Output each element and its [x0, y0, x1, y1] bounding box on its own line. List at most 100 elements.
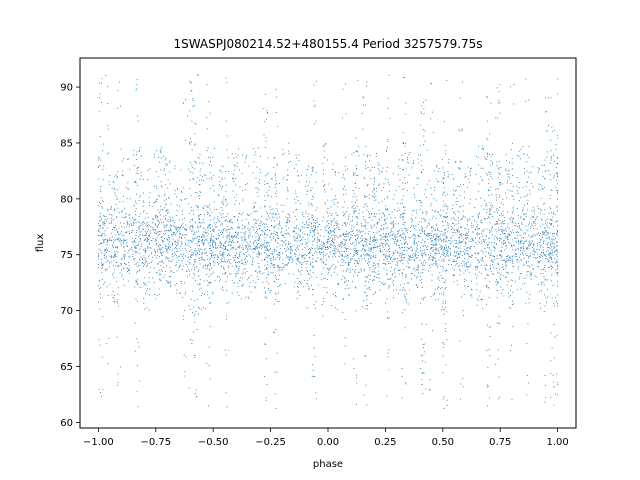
data-point: [167, 281, 169, 283]
data-point: [160, 248, 162, 250]
data-point: [404, 294, 406, 296]
data-point: [161, 246, 163, 248]
data-point: [360, 230, 362, 232]
data-point: [401, 272, 403, 274]
data-point: [287, 232, 289, 234]
data-point: [230, 273, 232, 275]
data-point: [323, 185, 325, 187]
data-point: [198, 239, 199, 241]
data-point: [281, 235, 283, 237]
data-point: [454, 255, 456, 257]
data-point: [166, 238, 168, 240]
data-point: [557, 163, 559, 165]
data-point: [242, 248, 244, 250]
data-point: [139, 196, 141, 198]
data-point: [408, 266, 410, 268]
data-point: [300, 282, 302, 284]
data-point: [278, 266, 280, 268]
data-point: [255, 236, 257, 238]
data-point: [342, 234, 344, 235]
data-point: [532, 207, 534, 209]
data-point: [416, 277, 418, 279]
data-point: [360, 223, 362, 225]
data-point: [452, 193, 454, 195]
data-point: [173, 234, 175, 236]
data-point: [158, 244, 160, 246]
data-point: [278, 238, 280, 239]
data-point: [259, 227, 261, 229]
data-point: [506, 182, 508, 184]
data-point: [198, 307, 200, 309]
data-point: [410, 237, 412, 239]
data-point: [502, 232, 504, 234]
data-point: [220, 261, 222, 263]
data-point: [452, 258, 454, 260]
data-point: [518, 150, 520, 152]
data-point: [159, 243, 161, 245]
data-point: [278, 183, 280, 184]
data-point: [467, 254, 469, 256]
data-point: [199, 195, 201, 197]
data-point: [309, 263, 311, 265]
data-point: [121, 226, 123, 228]
data-point: [155, 232, 157, 234]
data-point: [451, 240, 453, 242]
data-point: [548, 212, 550, 214]
data-point: [259, 223, 261, 224]
data-point: [374, 244, 375, 246]
data-point: [509, 306, 511, 308]
data-point: [417, 223, 419, 225]
data-point: [225, 199, 227, 201]
data-point: [415, 253, 417, 255]
data-point: [168, 196, 169, 198]
data-point: [163, 215, 165, 217]
data-point: [416, 285, 418, 287]
data-point: [277, 270, 279, 272]
data-point: [331, 235, 333, 237]
data-point: [413, 162, 415, 164]
data-point: [271, 214, 273, 215]
data-point: [194, 274, 195, 276]
data-point: [391, 211, 393, 213]
data-point: [128, 230, 130, 232]
data-point: [444, 248, 445, 250]
data-point: [383, 224, 385, 226]
data-point: [281, 233, 283, 235]
data-point: [342, 234, 344, 236]
data-point: [98, 248, 100, 250]
data-point: [190, 249, 192, 251]
data-point: [312, 261, 313, 263]
data-point: [139, 178, 141, 180]
data-point: [477, 157, 479, 159]
data-point: [167, 218, 169, 220]
data-point: [456, 242, 458, 244]
data-point: [143, 250, 145, 252]
data-point: [229, 241, 231, 243]
data-point: [374, 199, 376, 201]
data-point: [350, 237, 352, 239]
data-point: [387, 240, 389, 242]
data-point: [486, 153, 488, 155]
data-point: [290, 247, 291, 248]
data-point: [477, 252, 479, 254]
data-point: [161, 185, 162, 187]
data-point: [438, 250, 440, 252]
data-point: [545, 230, 547, 232]
data-point: [365, 240, 366, 242]
data-point: [389, 247, 391, 249]
data-point: [544, 294, 546, 296]
data-point: [253, 210, 255, 212]
data-point: [263, 247, 265, 249]
data-point: [167, 212, 169, 214]
data-point: [432, 244, 434, 246]
data-point: [382, 263, 384, 264]
data-point: [515, 249, 516, 251]
data-point: [251, 226, 253, 227]
data-point: [369, 155, 371, 157]
data-point: [527, 246, 529, 248]
data-point: [443, 239, 445, 241]
data-point: [501, 230, 503, 231]
data-point: [465, 279, 467, 281]
data-point: [494, 235, 496, 237]
data-point: [464, 173, 466, 175]
